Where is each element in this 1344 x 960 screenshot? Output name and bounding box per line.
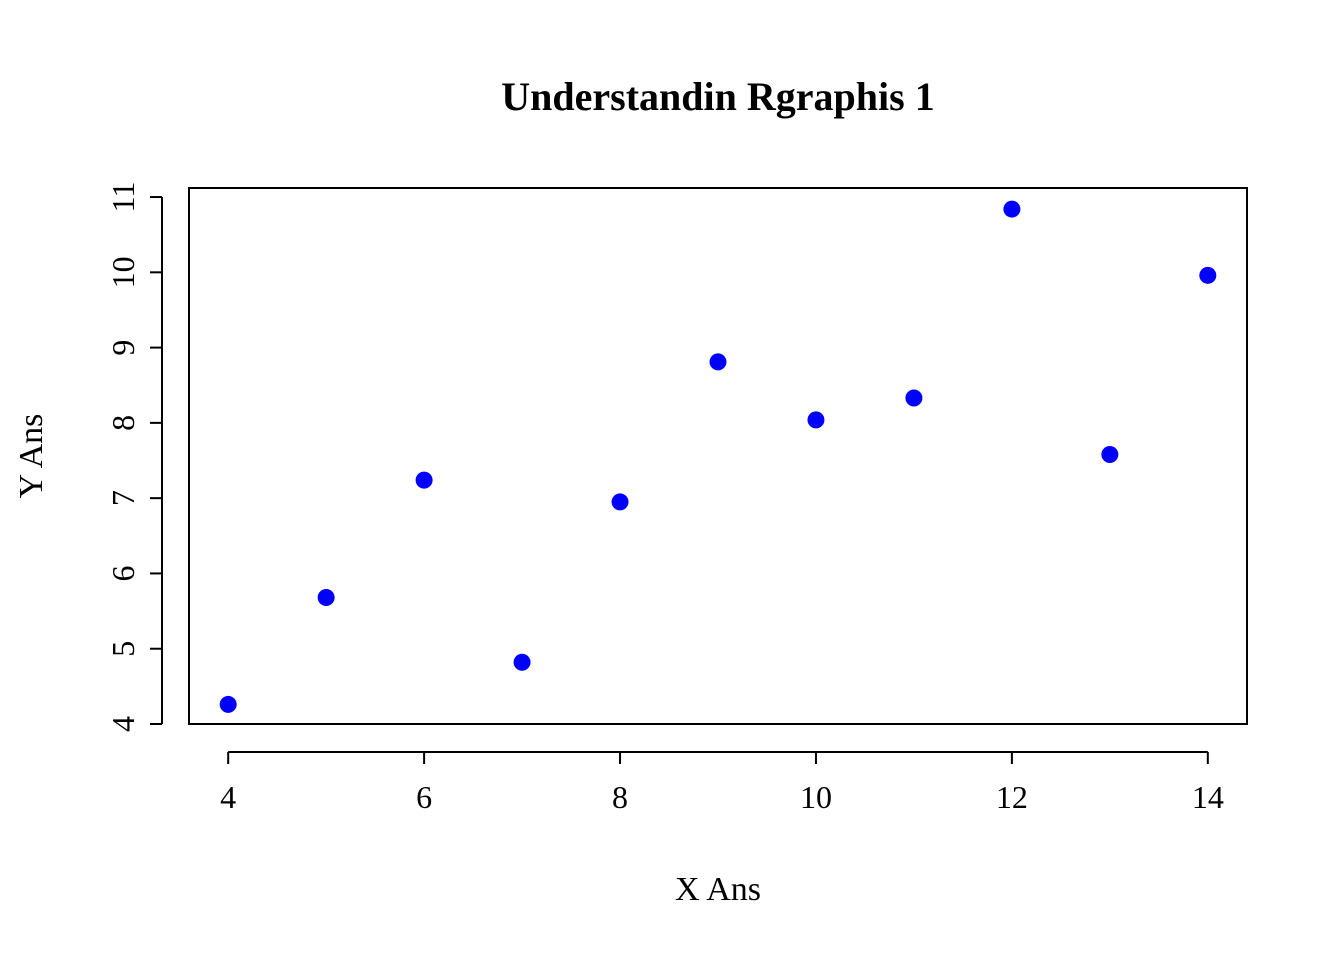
y-tick-label: 7	[105, 490, 141, 506]
y-tick-label: 11	[105, 182, 141, 213]
chart-title: Understandin Rgraphis 1	[501, 74, 934, 119]
data-point	[709, 353, 727, 371]
data-point	[317, 589, 335, 607]
data-point	[611, 493, 629, 511]
x-axis: 4 6 8 10 12 14	[220, 751, 1224, 815]
data-point	[807, 411, 825, 429]
y-tick-label: 9	[105, 340, 141, 356]
data-point	[415, 471, 433, 489]
data-point	[1101, 445, 1119, 463]
data-point	[1003, 200, 1021, 218]
x-tick-label: 4	[220, 779, 236, 815]
x-tick-label: 10	[800, 779, 832, 815]
x-axis-label: X Ans	[675, 871, 761, 908]
y-tick-label: 10	[105, 256, 141, 288]
y-axis-label: Y Ans	[13, 414, 50, 499]
x-tick-label: 14	[1192, 779, 1224, 815]
y-tick-label: 4	[105, 716, 141, 732]
y-tick-label: 6	[105, 565, 141, 581]
data-point	[905, 389, 923, 407]
y-axis: 4 5 6 7 8 9 10 11	[105, 182, 163, 732]
x-tick-label: 6	[416, 779, 432, 815]
data-points	[219, 200, 1217, 713]
y-tick-label: 5	[105, 641, 141, 657]
x-tick-label: 8	[612, 779, 628, 815]
x-tick-label: 12	[996, 779, 1028, 815]
data-point	[1199, 266, 1217, 284]
plot-frame	[188, 187, 1248, 725]
data-point	[513, 653, 531, 671]
y-tick-label: 8	[105, 415, 141, 431]
data-point	[219, 695, 237, 713]
